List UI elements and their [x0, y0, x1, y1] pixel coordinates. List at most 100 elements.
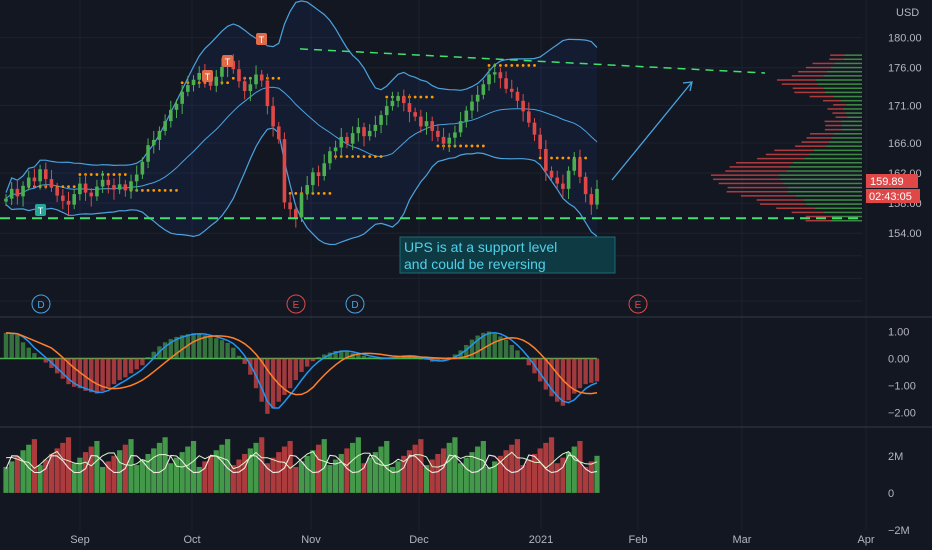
macd-histogram-bar — [412, 356, 418, 359]
volume-bar — [503, 450, 509, 493]
volume-profile-bar-buy — [845, 112, 862, 114]
level-dot — [470, 144, 474, 148]
volume-bar — [185, 446, 191, 493]
bollinger-middle-band — [5, 86, 598, 199]
annotation-box[interactable]: UPS is at a support level and could be r… — [399, 236, 616, 274]
tag-markers: T T T T — [35, 33, 267, 216]
volume-profile-bar-sell — [792, 87, 824, 90]
candle-body — [89, 192, 94, 197]
level-dot — [89, 173, 93, 176]
price-tick-label: 176.00 — [888, 63, 922, 75]
candle-body — [117, 184, 122, 190]
macd-histogram-bar — [242, 358, 247, 364]
candle-body — [555, 177, 560, 184]
volume-bar — [139, 459, 145, 493]
volume-bar — [361, 463, 367, 493]
volume-profile-bar-sell — [756, 199, 805, 201]
candle-body — [151, 139, 156, 146]
volume-profile-bar-sell — [760, 203, 806, 205]
volume-bar — [202, 461, 208, 493]
macd-histogram-bar — [515, 350, 520, 359]
volume-profile-bar-buy — [823, 211, 862, 214]
level-dot — [476, 144, 480, 148]
volume-bar — [37, 465, 43, 493]
candle-body — [49, 179, 54, 188]
price-axis[interactable]: 154.00158.00162.00166.00171.00176.00180.… — [888, 33, 922, 537]
volume-profile-bar-sell — [781, 83, 818, 85]
tag-marker[interactable] — [222, 55, 233, 67]
candle-body — [589, 194, 594, 205]
time-axis[interactable]: Sep Oct Nov Dec 2021 Feb Mar Apr — [70, 534, 875, 546]
volume-bar — [253, 442, 259, 493]
volume-bar — [264, 463, 271, 493]
level-dot — [487, 64, 491, 67]
candle-body — [430, 121, 435, 131]
level-dot — [550, 156, 553, 160]
candle-body — [515, 91, 520, 101]
candle-body — [72, 194, 76, 205]
volume-profile-bar-sell — [830, 54, 845, 56]
volume-bar — [213, 450, 219, 493]
volume-profile-bar-sell — [833, 104, 847, 106]
dividend-marker-label: D — [351, 300, 358, 311]
volume-bar — [71, 463, 77, 493]
tag-marker[interactable] — [256, 33, 267, 45]
volume-profile-bar-buy — [831, 137, 862, 139]
volume-profile-bar-buy — [792, 161, 862, 164]
macd-histogram-bar — [37, 357, 43, 359]
volume-bar — [372, 452, 378, 493]
macd-histogram-bar — [197, 333, 202, 359]
volume-profile-bar-sell — [726, 190, 788, 193]
dividend-marker[interactable] — [345, 294, 365, 314]
volume-bar — [310, 450, 316, 493]
volume-bar — [242, 453, 248, 493]
volume-bar — [259, 437, 265, 493]
level-dot — [72, 185, 76, 188]
tag-marker[interactable] — [35, 204, 46, 216]
macd-histogram-bar — [555, 358, 560, 402]
candle-body — [447, 137, 452, 144]
volume-bar — [247, 448, 253, 493]
volume-bar — [315, 444, 322, 493]
candle-body — [146, 145, 150, 162]
level-dot — [521, 64, 525, 67]
level-dot — [140, 188, 144, 192]
volume-profile-bar-buy — [780, 178, 862, 181]
level-dot — [271, 76, 275, 80]
volume-bar — [151, 448, 157, 493]
macd-histogram-bar — [236, 355, 242, 359]
candle-body — [345, 136, 349, 144]
volume-bar — [14, 455, 20, 493]
volume-profile-bar-buy — [834, 62, 862, 65]
trend-line[interactable] — [299, 48, 766, 74]
volume-tick-label: 0 — [888, 488, 894, 500]
tag-marker[interactable] — [202, 70, 213, 82]
macd-histogram-bar — [174, 336, 179, 359]
candle-body — [407, 103, 412, 113]
candle-body — [413, 112, 417, 117]
projection-arrow[interactable] — [611, 81, 693, 181]
level-dot — [169, 188, 173, 192]
macd-histogram-bar — [9, 333, 14, 359]
macd-histogram-bar — [435, 358, 441, 362]
volume-profile-bar-buy — [830, 219, 862, 222]
level-dot — [430, 95, 434, 99]
macd-histogram-bar — [577, 358, 583, 389]
earnings-marker[interactable] — [628, 294, 648, 314]
candle-body — [470, 101, 474, 111]
volume-bar — [9, 461, 15, 493]
volume-profile-bar-buy — [813, 149, 862, 152]
signal-line — [5, 332, 598, 396]
candle-body — [157, 130, 162, 140]
earnings-marker[interactable] — [286, 294, 306, 314]
macd-histogram-bar — [3, 332, 9, 359]
volume-profile-bar-sell — [725, 170, 787, 172]
macd-histogram-bar — [475, 335, 480, 359]
volume-bar — [350, 442, 356, 493]
dividend-marker[interactable] — [31, 294, 51, 314]
level-dot — [163, 188, 167, 192]
volume-pane — [3, 437, 600, 493]
volume-bar — [384, 440, 390, 493]
macd-histogram-bar — [270, 358, 276, 409]
